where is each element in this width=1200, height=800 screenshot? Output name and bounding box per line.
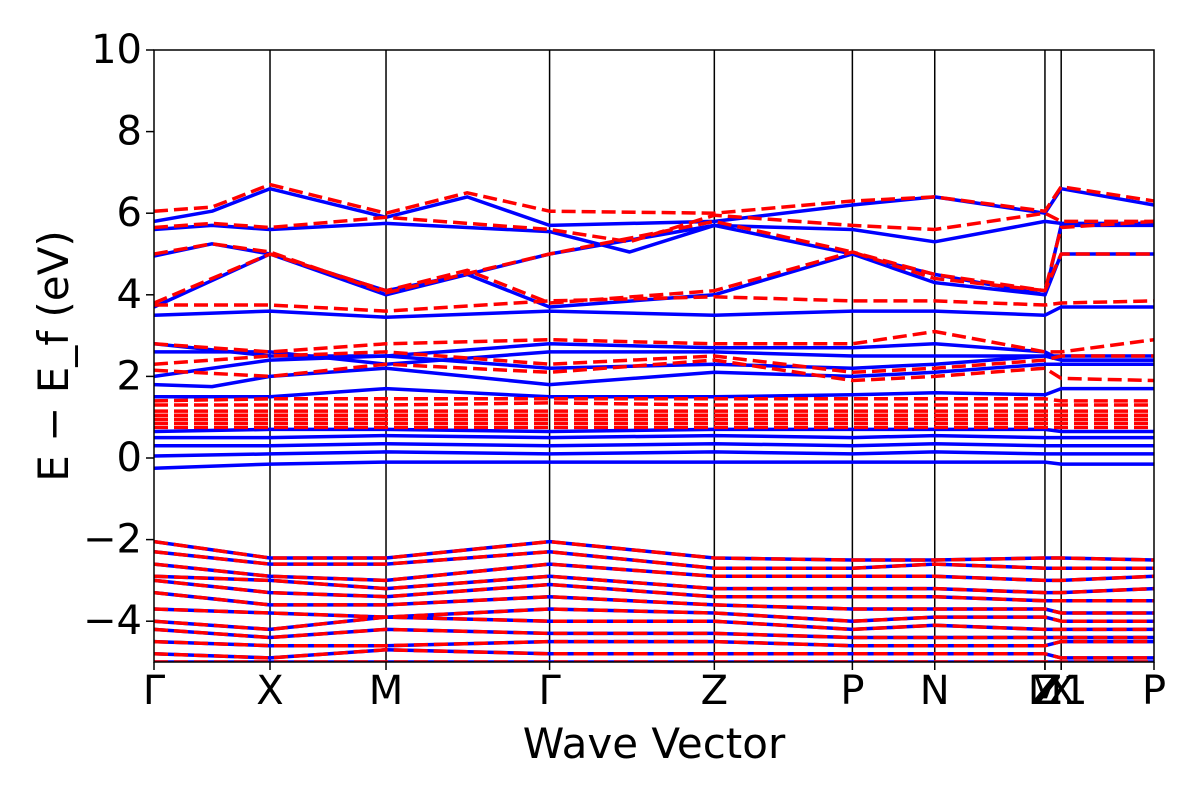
dashed-band bbox=[154, 182, 1154, 215]
dashed-band bbox=[154, 562, 1154, 583]
x-tick-label: Γ bbox=[538, 668, 561, 714]
dashed-band bbox=[154, 211, 1154, 244]
solid-band bbox=[154, 386, 1154, 399]
dashed-band bbox=[154, 578, 1154, 603]
solid-band bbox=[154, 450, 1154, 458]
dashed-band bbox=[154, 539, 1154, 562]
y-tick-label: 2 bbox=[117, 353, 142, 399]
x-tick-label: M bbox=[369, 668, 404, 714]
x-tick-label: Z bbox=[701, 668, 728, 714]
y-tick-label: 4 bbox=[117, 272, 142, 318]
x-tick-label: P bbox=[1142, 668, 1166, 714]
x-tick-label: N bbox=[920, 668, 950, 714]
dashed-band bbox=[154, 219, 1154, 295]
dashed-band bbox=[154, 250, 1154, 305]
dashed-band bbox=[154, 397, 1154, 403]
band-lines bbox=[154, 182, 1154, 662]
dashed-band bbox=[154, 401, 1154, 407]
y-tick-label: 0 bbox=[117, 435, 142, 481]
solid-band bbox=[154, 427, 1154, 434]
dashed-band bbox=[154, 358, 1154, 383]
x-tick-label: X bbox=[1047, 668, 1074, 714]
y-tick-label: 8 bbox=[117, 109, 142, 155]
y-tick-label: 6 bbox=[117, 190, 142, 236]
solid-band bbox=[154, 342, 1154, 362]
dashed-band bbox=[154, 350, 1154, 375]
plot-frame bbox=[153, 49, 1155, 663]
dashed-band bbox=[154, 329, 1154, 354]
dashed-band bbox=[154, 607, 1154, 623]
solid-band bbox=[154, 219, 1154, 254]
dashed-band bbox=[154, 550, 1154, 570]
dashed-band bbox=[154, 615, 1154, 632]
dashed-band bbox=[154, 627, 1154, 640]
x-axis-label: Wave Vector bbox=[523, 719, 786, 768]
x-tick-label: Z bbox=[1031, 668, 1058, 714]
dashed-band bbox=[154, 590, 1154, 615]
solid-band bbox=[154, 362, 1154, 389]
x-tick-label: X bbox=[256, 668, 283, 714]
x-tick-label: Z1 bbox=[1035, 668, 1088, 714]
x-tick-label: M bbox=[1028, 668, 1063, 714]
dashed-band bbox=[154, 295, 1154, 313]
solid-band bbox=[154, 441, 1154, 448]
y-tick-label: −4 bbox=[83, 598, 142, 644]
dashed-band bbox=[154, 648, 1154, 660]
y-axis-label: E − E_f (eV) bbox=[29, 230, 78, 481]
solid-band bbox=[154, 433, 1154, 440]
x-tick-label: P bbox=[840, 668, 864, 714]
solid-band bbox=[154, 460, 1154, 470]
x-tick-label: Γ bbox=[143, 668, 166, 714]
dashed-band bbox=[154, 574, 1154, 595]
y-tick-label: 10 bbox=[91, 27, 142, 73]
solid-band bbox=[154, 305, 1154, 319]
y-axis-ticks: −4 −2 0 2 4 6 8 10 bbox=[83, 27, 154, 644]
y-tick-label: −2 bbox=[83, 517, 142, 563]
dashed-band bbox=[154, 639, 1154, 648]
